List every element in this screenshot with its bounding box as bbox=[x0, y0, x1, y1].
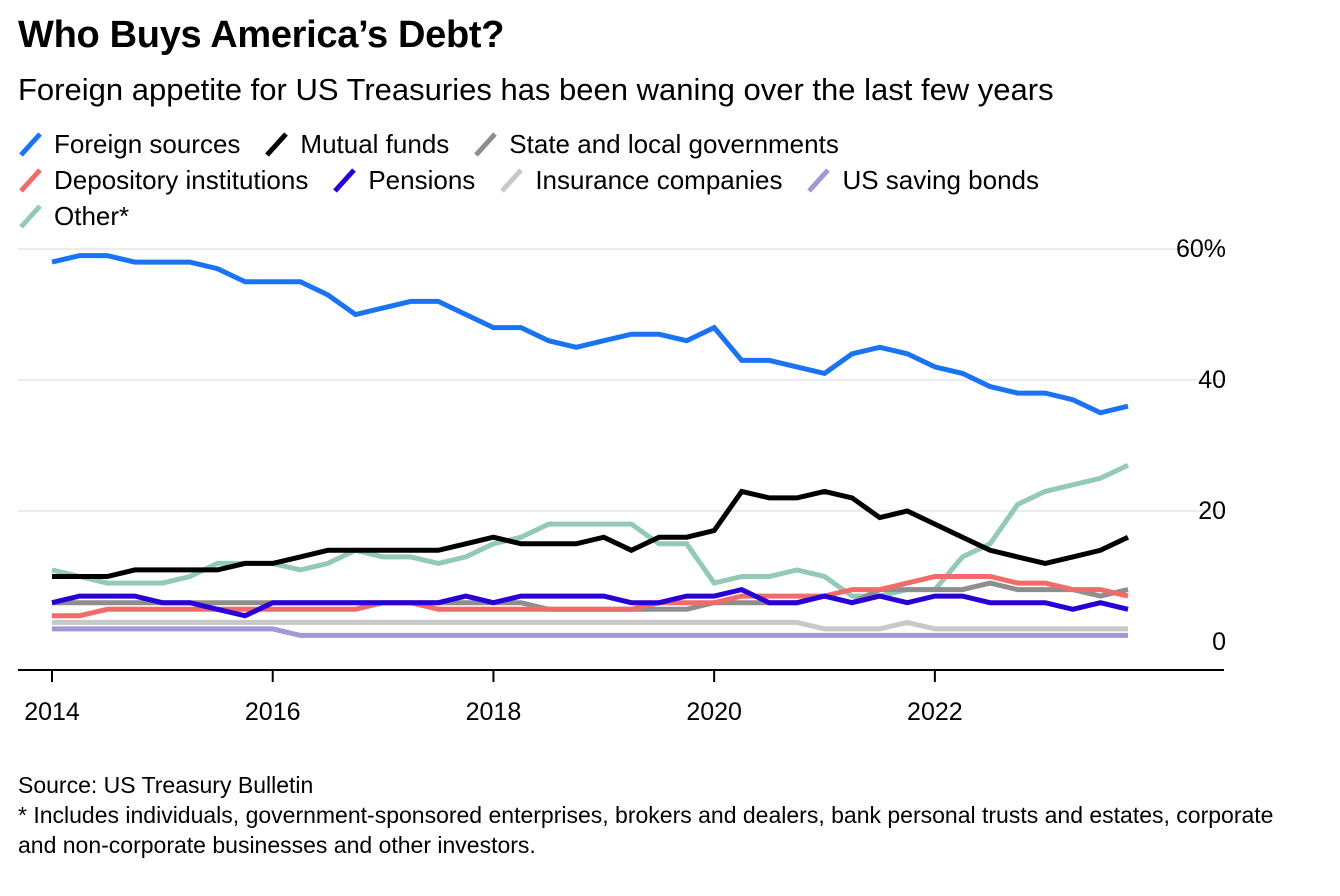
legend-item-pensions: Pensions bbox=[332, 162, 475, 198]
legend-label-saving-bonds: US saving bonds bbox=[842, 165, 1040, 195]
source-note: Source: US Treasury Bulletin bbox=[18, 772, 314, 798]
y-tick-label: 60% bbox=[1176, 235, 1226, 263]
legend-label-mutual-funds: Mutual funds bbox=[300, 129, 450, 159]
legend-swatch-state-local bbox=[474, 132, 498, 157]
legend-item-insurance: Insurance companies bbox=[499, 162, 782, 198]
legend-swatch-mutual-funds bbox=[265, 132, 289, 157]
chart-title: Who Buys America’s Debt? bbox=[18, 14, 505, 56]
legend-label-depository: Depository institutions bbox=[54, 165, 309, 195]
y-tick-label: 0 bbox=[1212, 628, 1226, 656]
legend-item-depository: Depository institutions bbox=[18, 162, 308, 198]
legend-item-other: Other* bbox=[18, 198, 129, 234]
footnote: * Includes individuals, government-spons… bbox=[18, 802, 1274, 858]
x-axis: 2014 2016 2018 2020 2022 bbox=[18, 669, 1224, 726]
series-line-pensions bbox=[51, 586, 1129, 619]
legend-label-pensions: Pensions bbox=[368, 165, 476, 195]
x-tick-label: 2018 bbox=[466, 698, 522, 726]
legend-item-foreign-sources: Foreign sources bbox=[18, 126, 240, 162]
legend-swatch-insurance bbox=[500, 168, 524, 193]
series-line-insurance-companies bbox=[52, 619, 1128, 632]
gridlines bbox=[18, 248, 1224, 512]
y-axis-ticks: 0 20 40 60% bbox=[1176, 235, 1226, 656]
series-lines bbox=[51, 253, 1130, 638]
legend-label-other: Other* bbox=[54, 201, 130, 231]
x-tick-label: 2020 bbox=[686, 698, 742, 726]
legend-swatch-other bbox=[19, 204, 42, 229]
x-tick-label: 2014 bbox=[24, 698, 80, 726]
legend-row-3: Other* bbox=[18, 198, 1298, 234]
legend-row-1: Foreign sources Mutual funds State and l… bbox=[18, 126, 1298, 162]
y-tick-label: 40 bbox=[1198, 366, 1226, 394]
chart-subtitle: Foreign appetite for US Treasuries has b… bbox=[18, 72, 1054, 107]
footer: Source: US Treasury Bulletin * Includes … bbox=[18, 770, 1318, 860]
legend-item-state-local: State and local governments bbox=[473, 126, 839, 162]
legend-label-state-local: State and local governments bbox=[509, 129, 839, 159]
legend-item-mutual-funds: Mutual funds bbox=[264, 126, 449, 162]
y-tick-label: 20 bbox=[1198, 497, 1226, 525]
legend-swatch-pensions bbox=[333, 168, 357, 193]
legend-label-insurance: Insurance companies bbox=[535, 165, 783, 195]
line-chart: 0 20 40 60% 2014 2016 2018 2020 2022 bbox=[18, 235, 1226, 726]
series-line-other bbox=[51, 462, 1130, 599]
legend-item-saving-bonds: US saving bonds bbox=[806, 162, 1039, 198]
legend-row-2: Depository institutions Pensions Insuran… bbox=[18, 162, 1298, 198]
series-line-us-saving-bonds bbox=[52, 626, 1128, 638]
series-line-mutual-funds bbox=[52, 488, 1130, 579]
x-tick-label: 2016 bbox=[245, 698, 301, 726]
series-line-depository-institutions bbox=[52, 574, 1129, 619]
legend-label-foreign-sources: Foreign sources bbox=[54, 129, 241, 159]
legend-swatch-depository bbox=[19, 168, 42, 193]
legend: Foreign sources Mutual funds State and l… bbox=[18, 126, 1298, 234]
x-tick-label: 2022 bbox=[907, 698, 963, 726]
legend-swatch-saving-bonds bbox=[807, 168, 831, 193]
series-line-foreign-sources bbox=[51, 253, 1129, 416]
legend-swatch-foreign-sources bbox=[19, 132, 42, 157]
